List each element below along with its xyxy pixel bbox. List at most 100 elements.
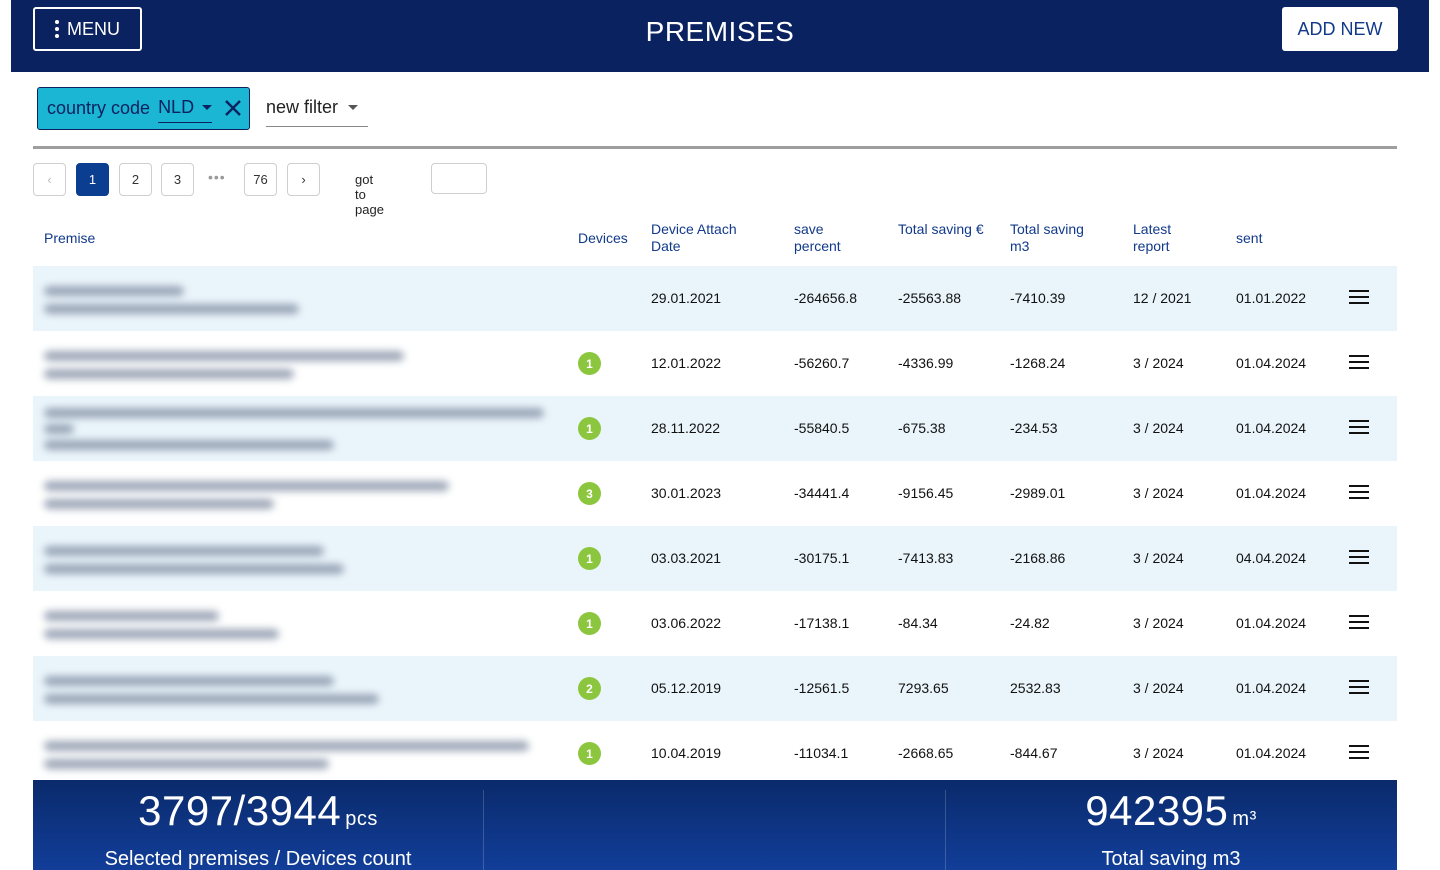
sent-date: 01.04.2024 xyxy=(1236,745,1307,761)
sent-date: 01.04.2024 xyxy=(1236,355,1307,371)
total-saving-m3: -2168.86 xyxy=(1010,550,1066,566)
add-new-button[interactable]: ADD NEW xyxy=(1282,7,1398,51)
total-saving-eur: -675.38 xyxy=(898,420,946,436)
table-row[interactable]: 1 12.01.2022 -56260.7 -4336.99 -1268.24 … xyxy=(33,331,1397,396)
table-row[interactable]: 1 03.06.2022 -17138.1 -84.34 -24.82 3 / … xyxy=(33,591,1397,656)
save-percent: -30175.1 xyxy=(794,550,850,566)
save-percent: -264656.8 xyxy=(794,290,858,306)
premise-redacted xyxy=(44,347,554,383)
filter-field-label: country code xyxy=(47,98,151,118)
new-filter-label: new filter xyxy=(266,96,339,117)
attach-date: 28.11.2022 xyxy=(651,420,721,436)
table-row[interactable]: 29.01.2021 -264656.8 -25563.88 -7410.39 … xyxy=(33,266,1397,331)
col-premise[interactable]: Premise xyxy=(44,230,96,246)
col-latest-report[interactable]: Latest report xyxy=(1133,221,1172,254)
save-percent: -11034.1 xyxy=(794,745,849,761)
sent-date: 01.04.2024 xyxy=(1236,485,1307,501)
pagination-ellipsis: ••• xyxy=(208,169,226,185)
premises-stat: 3797/3944 pcs Selected premises / Devices… xyxy=(33,788,483,870)
goto-page-input[interactable] xyxy=(431,163,487,194)
attach-date: 29.01.2021 xyxy=(651,290,722,306)
premise-redacted xyxy=(44,737,554,773)
latest-report: 3 / 2024 xyxy=(1133,485,1184,501)
total-saving-stat: 942395 m³ Total saving m3 xyxy=(945,788,1397,870)
hamburger-icon[interactable] xyxy=(1349,420,1369,436)
premises-unit: pcs xyxy=(345,808,378,830)
total-saving-eur: -25563.88 xyxy=(898,290,962,306)
page-button-1[interactable]: 1 xyxy=(76,163,109,196)
summary-bar: 3797/3944 pcs Selected premises / Devices… xyxy=(33,780,1397,870)
next-page-button[interactable]: › xyxy=(287,163,320,196)
hamburger-icon[interactable] xyxy=(1349,550,1369,566)
total-saving-eur: -2668.65 xyxy=(898,745,954,761)
latest-report: 3 / 2024 xyxy=(1133,680,1184,696)
device-count-badge: 1 xyxy=(578,352,601,375)
menu-button[interactable]: MENU xyxy=(33,7,142,51)
prev-page-button[interactable]: ‹ xyxy=(33,163,66,196)
table-row[interactable]: 1 10.04.2019 -11034.1 -2668.65 -844.67 3… xyxy=(33,721,1397,786)
divider xyxy=(945,790,946,870)
filter-value-select[interactable]: NLD xyxy=(158,95,213,123)
table-header: Premise Devices Device Attach Date save … xyxy=(33,218,1397,266)
close-icon[interactable] xyxy=(223,98,243,118)
total-saving-eur: -9156.45 xyxy=(898,485,954,501)
device-count-badge: 1 xyxy=(578,742,601,765)
col-sent[interactable]: sent xyxy=(1236,230,1263,246)
total-saving-unit: m³ xyxy=(1232,808,1257,830)
page-button-last[interactable]: 76 xyxy=(244,163,277,196)
hamburger-icon[interactable] xyxy=(1349,615,1369,631)
latest-report: 3 / 2024 xyxy=(1133,420,1184,436)
col-total-saving-eur[interactable]: Total saving € xyxy=(898,221,984,237)
save-percent: -34441.4 xyxy=(794,485,850,501)
caret-down-icon xyxy=(348,104,359,110)
hamburger-icon[interactable] xyxy=(1349,745,1369,761)
sent-date: 01.04.2024 xyxy=(1236,615,1307,631)
caret-down-icon xyxy=(202,104,213,110)
total-saving-m3: -24.82 xyxy=(1010,615,1050,631)
premise-redacted xyxy=(44,607,554,643)
divider xyxy=(33,146,1397,149)
device-count-badge: 3 xyxy=(578,482,601,505)
filter-value: NLD xyxy=(158,96,195,117)
device-count-badge: 2 xyxy=(578,677,601,700)
total-saving-m3: -2989.01 xyxy=(1010,485,1066,501)
goto-page-label: got to page xyxy=(355,172,384,217)
col-attach-date[interactable]: Device Attach Date xyxy=(651,221,737,254)
attach-date: 12.01.2022 xyxy=(651,355,722,371)
sent-date: 01.01.2022 xyxy=(1236,290,1307,306)
hamburger-icon[interactable] xyxy=(1349,680,1369,696)
premise-redacted xyxy=(44,542,554,578)
latest-report: 3 / 2024 xyxy=(1133,550,1184,566)
col-total-saving-m3[interactable]: Total saving m3 xyxy=(1010,221,1084,254)
device-count-badge: 1 xyxy=(578,612,601,635)
col-devices[interactable]: Devices xyxy=(578,230,628,246)
hamburger-icon[interactable] xyxy=(1349,485,1369,501)
premises-count: 3797/3944 xyxy=(138,787,342,834)
total-saving-eur: -7413.83 xyxy=(898,550,954,566)
attach-date: 10.04.2019 xyxy=(651,745,722,761)
hamburger-icon[interactable] xyxy=(1349,355,1369,371)
table-row[interactable]: 2 05.12.2019 -12561.5 7293.65 2532.83 3 … xyxy=(33,656,1397,721)
new-filter-select[interactable]: new filter xyxy=(266,96,368,127)
table-row[interactable]: 1 28.11.2022 -55840.5 -675.38 -234.53 3 … xyxy=(33,396,1397,461)
menu-label: MENU xyxy=(67,18,120,39)
latest-report: 3 / 2024 xyxy=(1133,745,1184,761)
total-saving-eur: 7293.65 xyxy=(898,680,949,696)
page-button-2[interactable]: 2 xyxy=(119,163,152,196)
filter-chip-country-code[interactable]: country code NLD xyxy=(37,87,250,130)
save-percent: -56260.7 xyxy=(794,355,850,371)
total-saving-eur: -4336.99 xyxy=(898,355,954,371)
save-percent: -17138.1 xyxy=(794,615,850,631)
save-percent: -12561.5 xyxy=(794,680,850,696)
page-button-3[interactable]: 3 xyxy=(161,163,194,196)
kebab-icon xyxy=(55,20,59,38)
sent-date: 01.04.2024 xyxy=(1236,680,1307,696)
save-percent: -55840.5 xyxy=(794,420,850,436)
col-save-percent[interactable]: save percent xyxy=(794,221,841,254)
premise-redacted xyxy=(44,672,554,708)
hamburger-icon[interactable] xyxy=(1349,290,1369,306)
table-row[interactable]: 3 30.01.2023 -34441.4 -9156.45 -2989.01 … xyxy=(33,461,1397,526)
table-row[interactable]: 1 03.03.2021 -30175.1 -7413.83 -2168.86 … xyxy=(33,526,1397,591)
attach-date: 03.03.2021 xyxy=(651,550,722,566)
total-saving-eur: -84.34 xyxy=(898,615,938,631)
